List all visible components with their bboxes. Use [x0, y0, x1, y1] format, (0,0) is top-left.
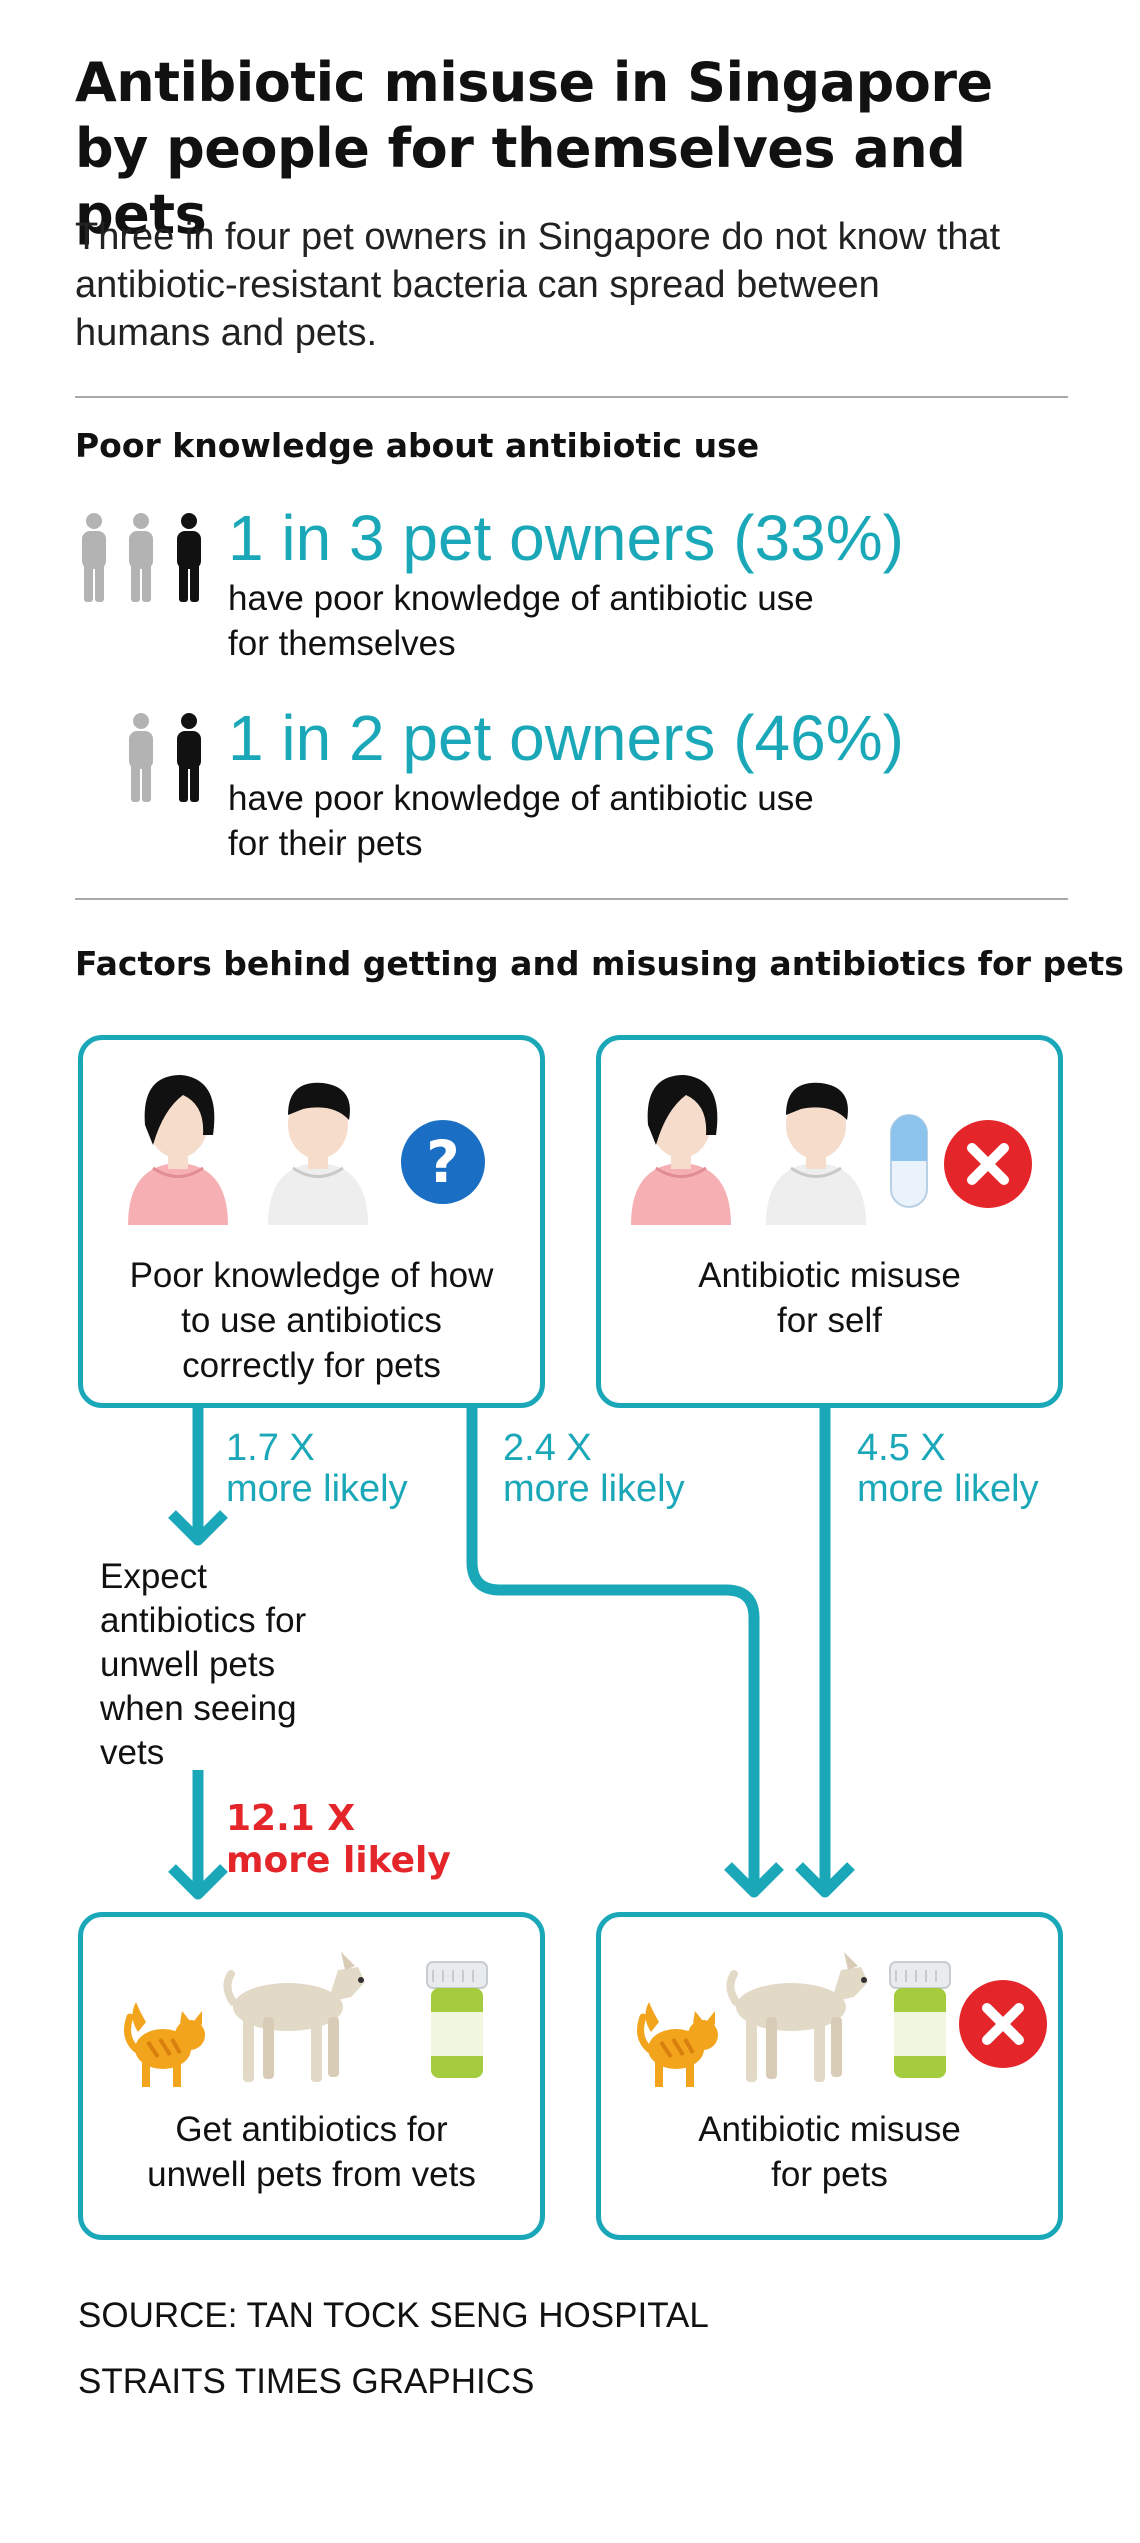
box-label-line: to use antibiotics — [181, 1301, 442, 1340]
expect-line: antibiotics for — [100, 1601, 307, 1640]
stat-2-headline: 1 in 2 pet owners (46%) — [228, 702, 904, 774]
medicine-bottle-icon — [889, 1961, 951, 2078]
title-line-1: Antibiotic misuse in Singapore — [75, 51, 993, 114]
stat-1-description: have poor knowledge of antibiotic use fo… — [228, 576, 928, 666]
box-label-line: unwell pets from vets — [147, 2155, 476, 2194]
capsule-icon — [890, 1114, 928, 1208]
subtitle-line-3: humans and pets. — [75, 312, 378, 354]
stat-2-description: have poor knowledge of antibiotic use fo… — [228, 776, 928, 866]
link-value: 4.5 X — [857, 1427, 946, 1469]
person-icon — [129, 713, 153, 802]
question-icon: ? — [401, 1120, 485, 1204]
dog-icon — [726, 1952, 868, 2082]
expect-line: vets — [100, 1733, 165, 1772]
source-credit: SOURCE: TAN TOCK SENG HOSPITAL — [78, 2296, 709, 2335]
box-label-line: Antibiotic misuse — [698, 2110, 961, 2149]
arrow-2-4x — [466, 1408, 760, 1888]
svg-text:?: ? — [426, 1128, 460, 1196]
link-text: more likely — [226, 1840, 451, 1881]
box-misuse-self-label: Antibiotic misuse for self — [601, 1253, 1058, 1343]
expect-line: Expect — [100, 1557, 207, 1596]
arrow-1-7x-head — [168, 1510, 228, 1546]
pets-and-medicine — [124, 1952, 488, 2087]
link-2-4x-label: 2.4 X more likely — [503, 1428, 685, 1510]
page-subtitle: Three in four pet owners in Singapore do… — [75, 213, 1075, 357]
stat-1-headline: 1 in 3 pet owners (33%) — [228, 502, 904, 574]
person-icon — [129, 513, 153, 602]
subtitle-line-1: Three in four pet owners in Singapore do… — [75, 216, 1001, 258]
box-poor-knowledge: ? Poor knowledge of how to use antibioti… — [78, 1035, 545, 1408]
link-4-5x-label: 4.5 X more likely — [857, 1428, 1039, 1510]
woman-avatar-icon — [128, 1075, 228, 1225]
stat-1-desc-line-1: have poor knowledge of antibiotic use — [228, 579, 814, 618]
box-misuse-self: Antibiotic misuse for self — [596, 1035, 1063, 1408]
expect-line: when seeing — [100, 1689, 297, 1728]
title-line-2: by people for themselves and pets — [75, 117, 966, 246]
box-label-line: Get antibiotics for — [175, 2110, 448, 2149]
box-label-line: for self — [776, 1301, 883, 1340]
box-get-from-vets: Get antibiotics for unwell pets from vet… — [78, 1912, 545, 2240]
cat-icon — [637, 2002, 718, 2087]
cross-icon — [959, 1980, 1047, 2068]
cat-icon — [124, 2002, 205, 2087]
cross-icon — [944, 1120, 1032, 1208]
factors-heading: Factors behind getting and misusing anti… — [75, 944, 1124, 983]
medicine-bottle-icon — [426, 1961, 488, 2078]
people-group-1-of-3 — [82, 513, 201, 602]
stat-2-desc-line-2: for their pets — [228, 824, 423, 863]
knowledge-heading: Poor knowledge about antibiotic use — [75, 426, 760, 465]
arrow-12-1x-head — [168, 1864, 228, 1900]
box-misuse-pets-label: Antibiotic misuse for pets — [601, 2107, 1058, 2197]
link-text: more likely — [857, 1468, 1039, 1510]
person-icon — [82, 513, 106, 602]
box-label-line: Poor knowledge of how — [129, 1256, 494, 1295]
box-label-line: correctly for pets — [182, 1346, 441, 1385]
link-text: more likely — [503, 1468, 685, 1510]
link-1-7x-label: 1.7 X more likely — [226, 1428, 408, 1510]
stat-2-desc-line-1: have poor knowledge of antibiotic use — [228, 779, 814, 818]
link-value: 1.7 X — [226, 1427, 315, 1469]
expect-antibiotics-text: Expect antibiotics for unwell pets when … — [100, 1555, 360, 1775]
divider-middle — [75, 898, 1068, 900]
link-value: 2.4 X — [503, 1427, 592, 1469]
stat-1-desc-line-2: for themselves — [228, 624, 456, 663]
people-avatars: ? — [128, 1075, 485, 1225]
subtitle-line-2: antibiotic-resistant bacteria can spread… — [75, 264, 880, 306]
box-misuse-pets: Antibiotic misuse for pets — [596, 1912, 1063, 2240]
arrow-4-5x-head — [795, 1862, 855, 1898]
box-get-from-vets-label: Get antibiotics for unwell pets from vet… — [83, 2107, 540, 2197]
pets-and-medicine-misuse — [637, 1952, 1047, 2087]
divider-top — [75, 396, 1068, 398]
person-icon — [177, 513, 201, 602]
people-avatars-misuse — [631, 1075, 1032, 1225]
woman-avatar-icon — [631, 1075, 731, 1225]
box-poor-knowledge-label: Poor knowledge of how to use antibiotics… — [83, 1253, 540, 1388]
expect-line: unwell pets — [100, 1645, 276, 1684]
link-12-1x-label: 12.1 X more likely — [226, 1798, 451, 1882]
page-title: Antibiotic misuse in Singapore by people… — [75, 50, 1075, 248]
people-group-1-of-2 — [129, 713, 201, 802]
person-icon — [177, 713, 201, 802]
dog-icon — [223, 1952, 365, 2082]
box-label-line: for pets — [771, 2155, 888, 2194]
box-label-line: Antibiotic misuse — [698, 1256, 961, 1295]
arrow-2-4x-head — [724, 1862, 784, 1898]
link-value: 12.1 X — [226, 1798, 356, 1839]
link-text: more likely — [226, 1468, 408, 1510]
man-avatar-icon — [268, 1082, 368, 1225]
man-avatar-icon — [766, 1082, 866, 1225]
graphics-credit: STRAITS TIMES GRAPHICS — [78, 2362, 535, 2401]
